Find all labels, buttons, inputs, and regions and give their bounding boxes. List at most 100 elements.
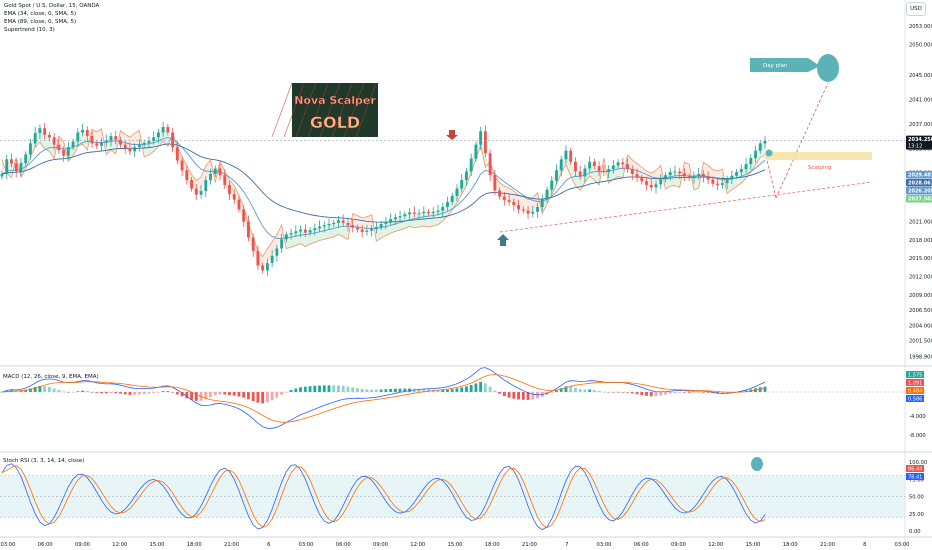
macd-histogram-bar <box>346 386 350 392</box>
ema34-line <box>1 137 766 239</box>
macd-histogram-bar <box>517 392 520 400</box>
candle-body <box>76 132 80 142</box>
candle-body <box>545 189 549 200</box>
up-arrow-icon <box>497 234 509 246</box>
macd-histogram-bar <box>204 392 208 400</box>
candle-body <box>256 250 260 266</box>
candle-body <box>749 158 753 165</box>
macd-histogram-bar <box>95 392 99 393</box>
supertrend-fill <box>276 225 282 249</box>
candle-body <box>521 209 525 211</box>
supertrend-fill <box>291 231 296 248</box>
macd-histogram-bar <box>123 392 127 395</box>
candle-body <box>299 229 302 232</box>
macd-title[interactable]: MACD (12, 26, close, 9, EMA, EMA) <box>3 374 99 380</box>
candle-body <box>526 210 530 214</box>
candle-body <box>469 158 473 172</box>
macd-histogram-bar <box>209 392 212 398</box>
supertrend-fill <box>300 229 306 247</box>
candle-body <box>104 140 108 143</box>
candle-body <box>204 180 208 192</box>
candle-body <box>550 180 554 190</box>
macd-histogram-bar <box>114 392 118 394</box>
legend-supertrend[interactable]: Supertrend (10, 3) <box>4 27 55 33</box>
macd-pane[interactable]: 1.575 1.091 0.484 0.586 -4.000 -8.000 <box>0 367 926 439</box>
candle-body <box>318 226 321 229</box>
macd-histogram-bar <box>664 392 667 395</box>
candle-body <box>678 171 682 174</box>
candle-body <box>597 166 601 171</box>
time-tick-label: 21:00 <box>522 542 537 548</box>
candle-body <box>706 176 710 180</box>
macd-histogram-bar <box>85 391 89 392</box>
macd-histogram-bar <box>299 387 302 392</box>
macd-histogram-bar <box>483 383 487 392</box>
candle-body <box>171 132 175 148</box>
macd-histogram-bar <box>133 392 137 395</box>
candle-body <box>692 175 696 179</box>
macd-histogram-bar <box>332 385 336 392</box>
supertrend-fill <box>395 216 401 232</box>
current-price-marker <box>765 149 773 157</box>
price-tick-label: 2015.000 <box>909 256 932 262</box>
macd-histogram-bar <box>185 392 189 399</box>
candle-body <box>720 183 724 185</box>
macd-histogram-bar <box>33 387 37 392</box>
candle-body <box>327 224 331 226</box>
logo-pattern <box>355 82 377 138</box>
candle-body <box>474 144 478 159</box>
supertrend-fill <box>49 137 55 159</box>
macd-histogram-bar <box>280 392 284 395</box>
candle-body <box>531 211 535 214</box>
candle-body <box>422 211 426 214</box>
stoch-label-text: 86.44 <box>908 467 922 473</box>
legend-ema89[interactable]: EMA (89, close, 0, SMA, 5) <box>4 19 77 25</box>
candle-body <box>626 164 629 170</box>
price-tick-label: 1998.900 <box>909 355 932 361</box>
currency-button[interactable]: USD <box>906 2 926 16</box>
macd-histogram-bar <box>398 388 402 392</box>
macd-histogram-bar <box>322 385 326 392</box>
macd-histogram-bar <box>62 391 66 393</box>
macd-histogram-bar <box>758 387 762 392</box>
logo-pattern <box>295 82 317 138</box>
stoch-rsi-pane[interactable]: 100.00 75.00 50.00 25.00 0.00 86.44 78.41 <box>0 457 927 535</box>
supertrend-fill <box>423 211 429 228</box>
time-tick-label: 6 <box>267 542 270 548</box>
supertrend-fill <box>201 166 206 192</box>
macd-histogram-bar <box>455 388 459 392</box>
macd-histogram-bar <box>104 392 108 394</box>
price-tick-label: 2012.000 <box>909 275 932 281</box>
macd-histogram-bar <box>109 392 113 393</box>
stoch-rsi-title[interactable]: Stoch RSI (3, 3, 14, 14, close) <box>3 458 85 464</box>
macd-histogram-bar <box>256 392 260 403</box>
candle-body <box>450 195 454 203</box>
macd-histogram-bar <box>166 391 170 392</box>
candle-body <box>569 150 573 162</box>
macd-histogram-bar <box>156 392 160 393</box>
candle-body <box>119 139 122 145</box>
macd-histogram-bar <box>29 388 32 392</box>
candle-body <box>621 162 625 165</box>
macd-histogram-bar <box>493 390 497 392</box>
supertrend-fill <box>324 224 329 240</box>
macd-histogram-bar <box>190 392 193 400</box>
candle-body <box>540 199 544 207</box>
macd-histogram-bar <box>389 388 393 392</box>
legend-ema34[interactable]: EMA (34, close, 0, SMA, 5) <box>4 11 77 17</box>
price-label-bg <box>906 135 932 150</box>
macd-label-text: 1.575 <box>908 373 922 379</box>
candle-body <box>763 140 767 144</box>
macd-histogram-bar <box>43 386 47 392</box>
candle-body <box>408 212 411 215</box>
day-plan-target <box>817 54 839 82</box>
candle-body <box>289 233 293 235</box>
price-label-sub: 13:12 <box>908 144 922 150</box>
candle-body <box>483 131 487 154</box>
price-tick-label: 2045.000 <box>909 73 932 79</box>
candle-body <box>701 173 705 177</box>
time-axis[interactable]: 03:00 06:00 09:00 12:00 15:00 18:00 21:00 6 03:0… <box>1 542 910 548</box>
candle-body <box>417 213 421 214</box>
